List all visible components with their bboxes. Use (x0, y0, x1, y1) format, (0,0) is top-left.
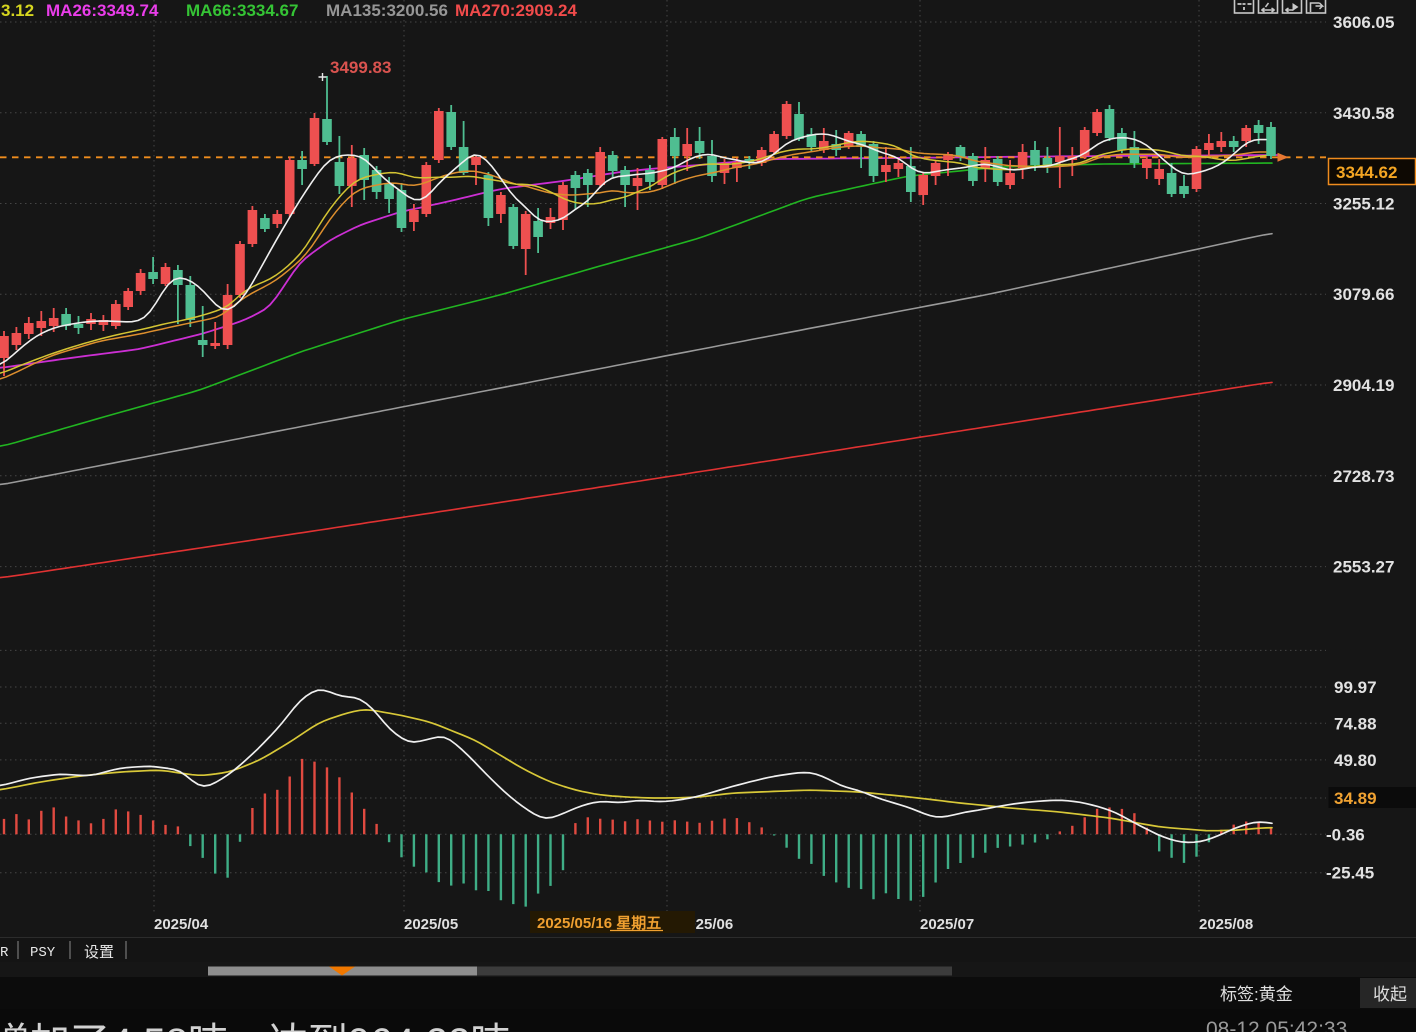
svg-text:74.88: 74.88 (1334, 714, 1377, 733)
svg-text:设置: 设置 (84, 944, 114, 961)
svg-text:R: R (0, 945, 9, 961)
svg-text:3344.62: 3344.62 (1336, 163, 1397, 182)
svg-text:标签:黄金: 标签:黄金 (1220, 985, 1293, 1004)
svg-text:2553.27: 2553.27 (1333, 558, 1394, 577)
svg-text:-0.36: -0.36 (1326, 825, 1365, 844)
svg-text:2904.19: 2904.19 (1333, 376, 1394, 395)
svg-text:2025/08: 2025/08 (1199, 916, 1253, 933)
svg-text:3255.12: 3255.12 (1333, 195, 1394, 214)
svg-text:3079.66: 3079.66 (1333, 285, 1394, 304)
svg-text:PSY: PSY (30, 945, 56, 961)
svg-text:增加了4.58吨，达到964.22吨: 增加了4.58吨，达到964.22吨 (0, 1021, 510, 1032)
svg-text:3606.05: 3606.05 (1333, 13, 1394, 32)
svg-text:收起: 收起 (1373, 985, 1407, 1004)
svg-text:-25.45: -25.45 (1326, 864, 1374, 883)
svg-text:3430.58: 3430.58 (1333, 104, 1394, 123)
svg-text:08-12 05:42:33: 08-12 05:42:33 (1206, 1018, 1347, 1032)
svg-text:34.89: 34.89 (1334, 789, 1377, 808)
svg-text:2025/04: 2025/04 (154, 916, 209, 933)
svg-text:49.80: 49.80 (1334, 751, 1377, 770)
svg-text:2025/05/16 星期五: 2025/05/16 星期五 (537, 914, 661, 932)
svg-text:2025/05: 2025/05 (404, 916, 458, 933)
svg-text:3499.83: 3499.83 (330, 58, 391, 77)
svg-text:2728.73: 2728.73 (1333, 467, 1394, 486)
svg-text:2025/07: 2025/07 (920, 916, 974, 933)
svg-text:99.97: 99.97 (1334, 678, 1377, 697)
